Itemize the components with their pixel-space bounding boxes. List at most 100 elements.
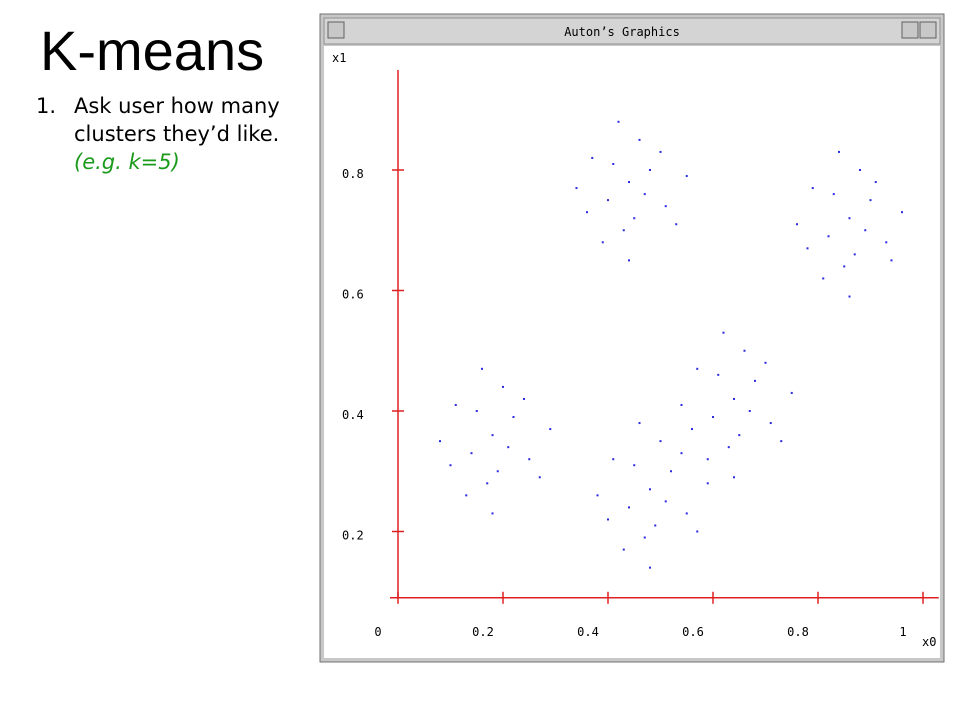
point <box>486 482 489 485</box>
point <box>706 482 709 485</box>
point <box>748 410 751 412</box>
point <box>654 524 657 527</box>
point <box>622 229 625 232</box>
window-menu-button[interactable] <box>327 21 345 39</box>
slide-title: K-means <box>40 19 265 82</box>
point <box>512 416 515 419</box>
point <box>601 241 604 244</box>
point <box>612 458 615 461</box>
title-bar <box>323 17 941 45</box>
point <box>853 253 856 256</box>
point <box>822 277 825 280</box>
x-tick-label: 0.4 <box>577 625 599 639</box>
minimize-button[interactable] <box>901 21 919 39</box>
plot-area <box>324 46 940 658</box>
window-title: Auton’s Graphics <box>564 25 680 39</box>
point <box>628 259 630 262</box>
x-tick-label: 0.8 <box>787 625 809 639</box>
point <box>869 199 872 202</box>
point <box>885 241 888 244</box>
point <box>633 464 636 467</box>
point <box>538 476 541 479</box>
point <box>633 217 636 220</box>
point <box>481 367 483 370</box>
point <box>628 506 630 509</box>
point <box>659 150 662 153</box>
point <box>712 416 714 419</box>
point <box>901 211 903 214</box>
point <box>649 566 651 569</box>
y-tick-label: 0.2 <box>342 529 364 543</box>
point <box>864 229 867 232</box>
item-number: 1. <box>36 94 57 118</box>
point <box>680 452 683 455</box>
point <box>717 373 720 376</box>
point <box>696 367 699 370</box>
point <box>733 476 735 479</box>
point <box>696 530 699 533</box>
point <box>780 440 783 443</box>
item-body: Ask user how many clusters they’d like. … <box>74 92 280 176</box>
point <box>664 205 667 208</box>
x-tick-label: 0.2 <box>472 625 494 639</box>
item-line: Ask user how many <box>74 94 280 118</box>
point <box>454 403 457 406</box>
point <box>449 464 452 467</box>
point <box>491 512 494 515</box>
x-tick-label: 0 <box>374 625 381 639</box>
point <box>496 470 499 473</box>
point <box>628 181 630 184</box>
point <box>838 150 840 153</box>
point <box>549 428 552 431</box>
point <box>691 428 693 431</box>
point <box>722 331 725 334</box>
x-tick-label: 1 <box>899 625 906 639</box>
point <box>670 470 672 473</box>
point <box>507 446 510 449</box>
point <box>706 458 709 461</box>
point <box>874 181 877 184</box>
y-axis-label: x1 <box>332 51 346 65</box>
point <box>502 385 504 388</box>
point <box>843 265 846 268</box>
item-example: (e.g. k=5) <box>74 150 180 174</box>
point <box>733 397 735 400</box>
point <box>806 247 809 250</box>
point <box>475 410 478 412</box>
point <box>664 500 667 503</box>
point <box>890 259 893 262</box>
point <box>769 422 772 425</box>
point <box>811 187 814 190</box>
point <box>612 162 615 165</box>
point <box>491 434 494 437</box>
y-tick-label: 0.6 <box>342 288 364 302</box>
point <box>596 494 599 497</box>
y-tick-label: 0.4 <box>342 408 364 422</box>
point <box>743 349 746 352</box>
point <box>859 169 861 171</box>
point <box>586 211 588 214</box>
x-tick-label: 0.6 <box>682 625 704 639</box>
point <box>617 120 620 123</box>
point <box>439 440 441 443</box>
point <box>643 536 646 539</box>
point <box>575 187 578 190</box>
point <box>790 391 793 394</box>
point <box>591 156 594 159</box>
point <box>649 488 651 491</box>
point <box>727 446 730 449</box>
point <box>685 512 688 515</box>
y-tick-label: 0.8 <box>342 167 364 181</box>
point <box>523 397 525 400</box>
point <box>638 138 641 141</box>
point <box>643 193 646 196</box>
maximize-button[interactable] <box>919 21 937 39</box>
point <box>848 295 851 298</box>
point <box>848 217 851 220</box>
point <box>675 223 678 226</box>
point <box>685 175 688 178</box>
point <box>764 361 767 364</box>
point <box>465 494 468 497</box>
